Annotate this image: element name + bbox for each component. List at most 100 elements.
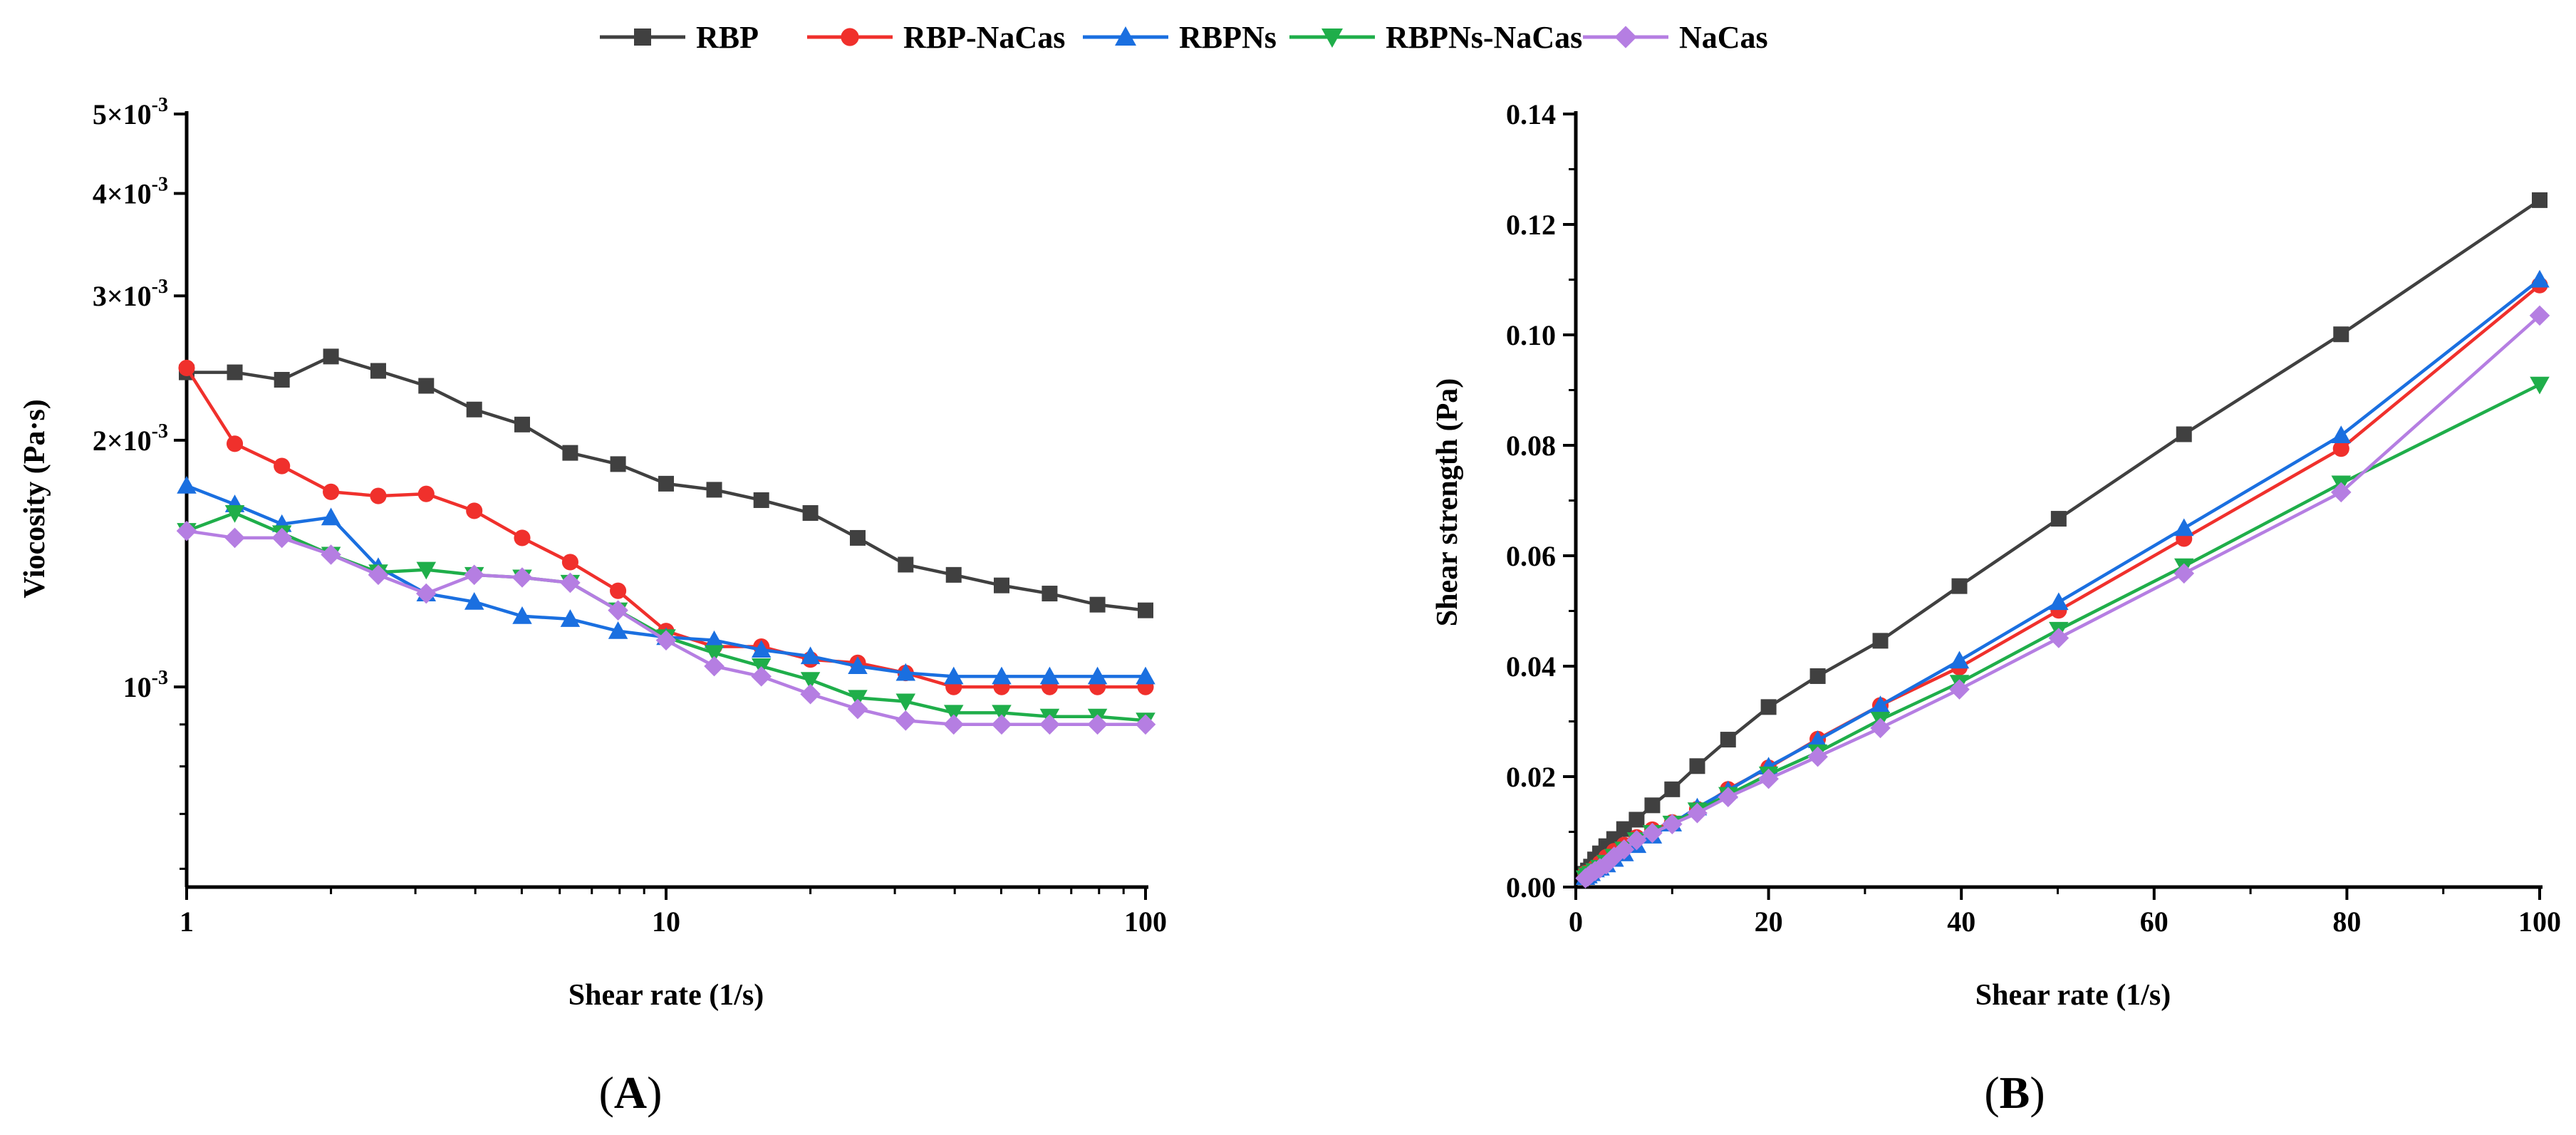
legend-marker [634,28,651,46]
data-point [1758,768,1779,789]
data-point [1087,666,1108,685]
data-point [1809,668,1826,684]
data-point [2331,425,2352,444]
legend-item-rbp-nacas: RBP-NaCas [807,20,1065,55]
panel-b-shear-strength-chart: 0 20 40 60 80 100 0.00 0.02 0.04 0.06 0.08 0.10 0.12… [1431,98,2561,1118]
data-point [895,663,916,681]
y-tick-label: 0.10 [1506,319,1556,351]
x-tick-label: 10 [652,906,680,938]
y-tick-label: 0.00 [1506,871,1556,903]
y-tick-label: 0.14 [1506,98,1556,130]
data-point [847,698,868,720]
y-tick-label: 3×10-3 [93,276,168,312]
x-tick-label: 100 [2518,906,2561,938]
data-point [2530,376,2550,395]
data-point [1807,730,1828,748]
panel-a-y-axis-label: Viocosity (Pa·s) [19,399,51,598]
data-point [849,529,866,546]
data-point [1807,746,1828,767]
data-point [227,364,243,380]
x-tick-label: 1 [180,906,194,938]
data-point [1949,651,1970,669]
data-point [274,372,290,388]
data-point [1870,717,1891,739]
panel-b-y-axis-label: Shear strength (Pa) [1431,378,1464,626]
data-point [2532,192,2548,208]
data-point [1614,839,1635,860]
data-point [1872,633,1889,649]
data-point [464,591,484,610]
data-point [560,572,581,594]
data-point [1138,602,1153,618]
x-tick-label: 60 [2140,906,2169,938]
data-point [321,507,341,526]
data-point [1662,814,1683,834]
data-point [800,683,821,705]
data-point [992,705,1012,723]
legend-item-rbpns: RBPNs [1083,20,1277,55]
data-point [416,561,437,580]
data-point [704,645,724,663]
data-point [2176,426,2192,442]
data-point [1760,699,1777,715]
data-point [2049,592,2069,611]
data-point [943,705,964,723]
data-point [370,487,387,504]
data-point [224,505,245,523]
y-tick-label: 5×10-3 [93,94,168,130]
data-point [655,630,677,651]
data-point [368,564,389,586]
data-point [1642,822,1663,844]
panel-b-label: (B) [1984,1067,2045,1118]
data-point [2174,518,2194,537]
y-tick-label: 4×10-3 [93,173,168,209]
data-point [2332,440,2349,457]
data-point [945,566,962,583]
data-point [1135,714,1156,735]
series-rbp [1577,192,2548,882]
y-tick-label: 10-3 [123,667,168,703]
legend-label: NaCas [1679,20,1768,55]
legend-label: RBP-NaCas [903,20,1065,55]
data-point [610,456,626,472]
data-point [895,693,916,712]
data-point [991,714,1012,735]
data-point [800,646,821,665]
data-point [1718,787,1739,807]
data-point [993,577,1009,594]
data-point [848,656,868,675]
data-point [2529,305,2550,326]
data-point [1644,797,1661,814]
data-point [562,445,578,461]
data-point [2330,482,2352,503]
data-point [511,567,533,588]
series-line [1584,199,2541,875]
legend-item-nacas: NaCas [1583,20,1768,55]
panel-b-x-axis-label: Shear rate (1/s) [1975,979,2171,1012]
data-point [466,401,482,418]
series-rbpns-nacas [177,505,1155,731]
legend-marker [841,28,859,46]
data-point [895,710,916,731]
x-tick-label: 100 [1124,906,1167,938]
x-tick-label: 0 [1569,906,1583,938]
data-point [370,363,386,379]
data-point [802,505,819,522]
data-point [560,609,581,627]
panel-b-plot-area: 0 20 40 60 80 100 0.00 0.02 0.04 0.06 0.08 0.10 0.12… [1506,98,2561,938]
x-tick-label: 80 [2332,906,2361,938]
data-point [274,457,291,475]
data-point [1951,578,1968,594]
data-point [706,482,722,498]
legend-label: RBPNs-NaCas [1386,20,1582,55]
series-rbp [179,348,1153,618]
data-point [1626,829,1647,851]
y-tick-label: 2×10-3 [93,420,168,457]
data-point [1087,714,1108,735]
data-point [323,483,340,500]
data-point [1720,732,1736,748]
y-tick-label: 0.12 [1506,209,1556,241]
legend: RBP RBP-NaCas RBPNs RBPNs-NaCas NaCas [600,20,1768,55]
data-point [1629,812,1645,828]
data-point [466,502,483,519]
